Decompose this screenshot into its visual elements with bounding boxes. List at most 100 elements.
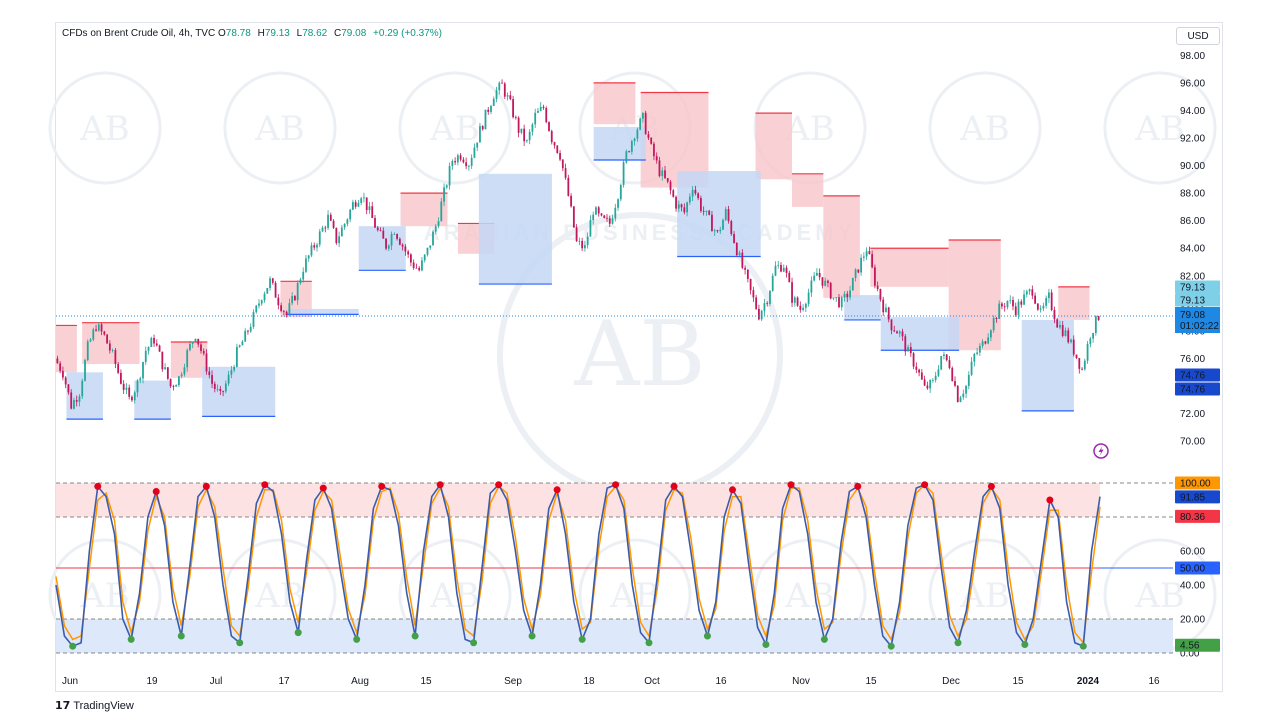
- candle-body: [302, 271, 305, 280]
- candle-body: [871, 254, 874, 268]
- candle-body: [1050, 292, 1053, 310]
- candle-body: [70, 392, 73, 409]
- candle-body: [95, 329, 97, 331]
- candle-body: [973, 353, 976, 362]
- oversold-signal-dot: [703, 632, 711, 640]
- candle-body: [161, 351, 164, 370]
- candle-body: [943, 354, 945, 356]
- candle-body: [537, 110, 539, 113]
- candle-body: [346, 219, 349, 224]
- currency-button[interactable]: USD: [1176, 27, 1220, 45]
- overbought-signal-dot: [495, 481, 503, 489]
- candle-body: [683, 207, 686, 213]
- candle-body: [1048, 292, 1050, 299]
- candle-body: [354, 202, 357, 207]
- zones-layer: [56, 82, 1090, 420]
- overbought-signal-dot: [729, 486, 737, 494]
- time-tick-label: Nov: [792, 676, 810, 687]
- candle-body: [255, 305, 258, 313]
- overbought-signal-dot: [1046, 496, 1054, 504]
- chart-frame: [55, 22, 1223, 692]
- candle-body: [780, 265, 782, 272]
- support-zone: [478, 173, 552, 285]
- oscillator-value-label: 100.00: [1180, 479, 1211, 490]
- candle-body: [827, 280, 829, 283]
- candle-body: [990, 330, 992, 338]
- candle-body: [617, 199, 619, 208]
- candle-body: [81, 380, 84, 397]
- candle-body: [669, 181, 672, 191]
- candle-body: [92, 329, 95, 340]
- candle-body: [194, 338, 197, 342]
- candle-body: [106, 334, 108, 344]
- lightning-icon[interactable]: [1093, 443, 1109, 459]
- candle-body: [299, 279, 302, 284]
- overbought-signal-dot: [152, 488, 160, 495]
- candle-body: [793, 297, 796, 303]
- candle-body: [172, 386, 175, 388]
- candle-body: [233, 366, 236, 371]
- candle-body: [1067, 330, 1070, 343]
- candle-body: [393, 234, 396, 235]
- candle-body: [202, 350, 205, 354]
- candle-body: [782, 267, 785, 272]
- candle-body: [920, 372, 923, 380]
- candle-body: [545, 108, 548, 123]
- candle-body: [655, 156, 658, 161]
- candle-body: [741, 252, 744, 268]
- candle-body: [898, 331, 901, 334]
- candle-body: [230, 370, 233, 375]
- candle-body: [158, 345, 161, 352]
- candle-body: [291, 296, 294, 304]
- candle-body: [542, 106, 545, 109]
- tradingview-logo-icon: 17: [55, 699, 71, 712]
- candle-body: [851, 277, 854, 291]
- candle-body: [666, 178, 669, 182]
- support-zone: [202, 366, 276, 417]
- candle-body: [832, 297, 835, 299]
- overbought-signal-dot: [319, 484, 327, 492]
- candle-body: [857, 269, 860, 273]
- candle-body: [523, 128, 526, 142]
- candle-body: [677, 204, 680, 209]
- symbol-name[interactable]: CFDs on Brent Crude Oil, 4h, TVC: [62, 28, 216, 39]
- candle-body: [713, 230, 716, 232]
- candle-body: [807, 292, 810, 304]
- open-label: O: [217, 28, 226, 39]
- candle-body: [664, 170, 666, 179]
- open-value: 78.78: [225, 28, 251, 39]
- candle-body: [572, 206, 575, 228]
- candle-body: [288, 303, 291, 315]
- candle-body: [1014, 306, 1017, 315]
- candle-body: [528, 131, 531, 141]
- candle-body: [622, 162, 625, 185]
- candle-body: [1094, 316, 1097, 333]
- candle-body: [1064, 330, 1067, 336]
- low-price-label: 74.76: [1180, 371, 1205, 382]
- time-tick-label: 15: [865, 676, 877, 687]
- time-axis[interactable]: Jun 19 Jul 17 Aug 15 Sep 18 Oct 16 Nov 15 Dec 15 2024 1…: [62, 676, 1160, 687]
- support-zone: [285, 308, 359, 315]
- overbought-signal-dot: [94, 482, 102, 490]
- candle-body: [307, 255, 310, 259]
- oversold-signal-dot: [353, 635, 361, 643]
- candle-body: [86, 341, 89, 361]
- candle-body: [398, 238, 401, 245]
- time-tick-label: 16: [1148, 676, 1160, 687]
- candle-body: [882, 299, 885, 313]
- candle-body: [423, 254, 426, 261]
- oversold-signal-dot: [528, 632, 536, 640]
- candle-body: [796, 297, 799, 306]
- tradingview-brand[interactable]: 17 TradingView: [55, 699, 134, 712]
- candle-body: [247, 330, 249, 332]
- candle-body: [136, 380, 139, 393]
- close-value: 79.08: [341, 28, 367, 39]
- candle-body: [313, 245, 316, 248]
- oversold-signal-dot: [820, 635, 828, 643]
- candle-body: [473, 147, 476, 158]
- candle-body: [421, 260, 423, 271]
- candle-body: [824, 280, 827, 286]
- resistance-zone: [755, 113, 793, 180]
- watermark-center-initials: AB: [573, 302, 705, 407]
